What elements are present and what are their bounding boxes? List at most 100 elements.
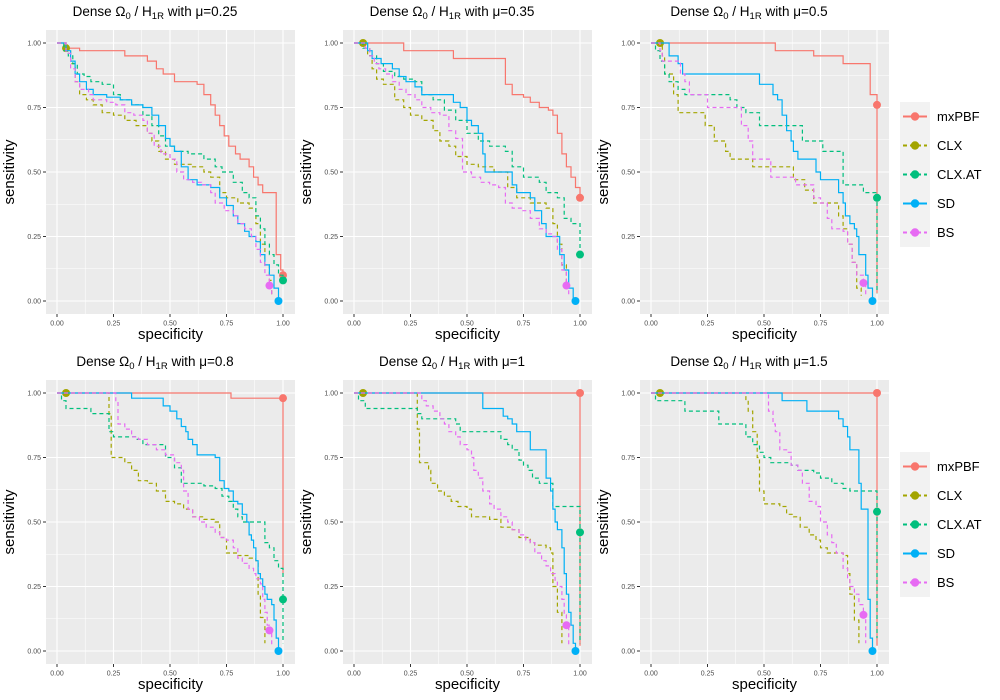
roc-marker-bs — [265, 626, 274, 635]
plot-area: 0.00 0.00 0.25 0.25 0.50 0.50 0.75 0.75 1.00 1.00… — [298, 30, 592, 343]
x-tick-label: 0.75 — [814, 671, 828, 678]
legend-entry-bs: BS — [900, 218, 1000, 247]
y-axis-label: sensitivity — [1, 489, 18, 555]
roc-curve-bs — [354, 392, 570, 646]
roc-marker-mxpbf — [279, 394, 287, 403]
roc-marker-sd — [571, 647, 580, 655]
roc-marker-clx-at — [279, 595, 287, 604]
y-tick-label: 0.00 — [324, 649, 338, 656]
roc-marker-sd — [571, 297, 580, 305]
legend-point-sample — [910, 228, 920, 237]
roc-marker-bs — [859, 610, 868, 619]
legend-key — [900, 102, 930, 131]
plot-area: 0.00 0.00 0.25 0.25 0.50 0.50 0.75 0.75 1.00 1.00… — [595, 30, 889, 343]
roc-panel: Dense Ω0 / H1R with μ=0.8 0.00 0.00 0.25 0.2… — [0, 350, 297, 700]
title-text: / H — [728, 4, 750, 19]
x-axis-label: specificity — [138, 676, 204, 693]
y-tick-label: 1.00 — [27, 391, 41, 398]
legend-key-glyph — [903, 170, 927, 179]
title-text: with μ=0.8 — [167, 354, 234, 369]
y-tick-label: 0.00 — [621, 649, 635, 656]
y-tick-label: 0.25 — [621, 584, 635, 591]
title-text: Dense Ω — [369, 4, 423, 19]
y-tick-label: 0.00 — [27, 649, 41, 656]
roc-curve-sd — [354, 42, 574, 301]
y-axis-label: sensitivity — [298, 489, 315, 555]
title-text: Dense Ω — [72, 4, 126, 19]
x-axis-label: specificity — [732, 676, 798, 693]
legend-entry-sd: SD — [900, 189, 1000, 218]
roc-curve-clx-at — [651, 42, 878, 294]
legend-key-glyph — [903, 549, 927, 558]
panel-title: Dense Ω0 / H1R with μ=1 — [327, 354, 577, 372]
title-subscript: 1R — [749, 11, 762, 22]
x-tick-label: 0.25 — [404, 321, 418, 328]
x-tick-label: 0.00 — [644, 671, 658, 678]
y-tick-label: 0.75 — [621, 455, 635, 462]
y-tick-label: 0.50 — [27, 170, 41, 177]
legend-key-glyph — [903, 462, 927, 471]
legend-label: BS — [937, 575, 955, 590]
roc-curve-sd — [651, 392, 874, 651]
x-tick-label: 0.25 — [701, 671, 715, 678]
legend-key — [900, 568, 930, 597]
legend-key-glyph — [903, 578, 927, 587]
title-subscript: 0 — [723, 11, 729, 22]
y-tick-label: 0.00 — [324, 299, 338, 306]
x-tick-label: 0.75 — [220, 321, 234, 328]
x-tick-label: 0.00 — [50, 321, 64, 328]
legend-key — [900, 481, 930, 510]
title-text: with μ=0.5 — [761, 4, 828, 19]
y-tick-label: 0.00 — [27, 299, 41, 306]
roc-marker-clx-at — [576, 528, 584, 537]
y-tick-label: 0.25 — [27, 234, 41, 241]
legend-label: SD — [937, 546, 956, 561]
roc-curve-bs — [57, 42, 273, 296]
roc-panel: Dense Ω0 / H1R with μ=0.5 0.00 0.00 0.25 0.2… — [594, 0, 891, 350]
panel-title: Dense Ω0 / H1R with μ=0.25 — [30, 4, 280, 22]
roc-marker-mxpbf — [873, 100, 881, 109]
roc-marker-mxpbf — [576, 193, 584, 202]
title-text: / H — [728, 354, 750, 369]
legend-key-glyph — [903, 141, 927, 150]
legend-entry-mxpbf: mxPBF — [900, 452, 1000, 481]
x-tick-label: 0.50 — [757, 671, 771, 678]
legend-key — [900, 160, 930, 189]
y-tick-label: 1.00 — [621, 391, 635, 398]
roc-panel: Dense Ω0 / H1R with μ=1 0.00 0.00 0.25 0.25 0… — [297, 350, 594, 700]
legend-key — [900, 131, 930, 160]
x-tick-label: 1.00 — [573, 321, 587, 328]
legend-point-sample — [910, 520, 920, 529]
roc-marker-bs — [265, 281, 274, 290]
title-subscript: 0 — [129, 361, 135, 372]
roc-marker-clx-at — [576, 250, 584, 259]
x-tick-label: 1.00 — [870, 671, 884, 678]
x-tick-label: 0.25 — [701, 321, 715, 328]
roc-curve-clx — [57, 392, 266, 644]
title-text: Dense Ω — [76, 354, 130, 369]
roc-marker-clx-at — [873, 507, 881, 516]
x-tick-label: 1.00 — [573, 671, 587, 678]
x-tick-label: 0.50 — [163, 321, 177, 328]
roc-panel: Dense Ω0 / H1R with μ=0.25 0.00 0.00 0.25 0.… — [0, 0, 297, 350]
y-tick-label: 0.75 — [324, 105, 338, 112]
legend-entry-mxpbf: mxPBF — [900, 102, 1000, 131]
title-text: / H — [134, 354, 156, 369]
legend-entry-clx: CLX — [900, 481, 1000, 510]
y-tick-label: 0.50 — [27, 520, 41, 527]
legend-entry-sd: SD — [900, 539, 1000, 568]
title-subscript: 0 — [723, 361, 729, 372]
x-tick-label: 1.00 — [870, 321, 884, 328]
plot-area: 0.00 0.00 0.25 0.25 0.50 0.50 0.75 0.75 1.00 1.00… — [595, 380, 889, 693]
roc-panel: Dense Ω0 / H1R with μ=0.35 0.00 0.00 0.25 0.… — [297, 0, 594, 350]
x-tick-label: 0.50 — [460, 671, 474, 678]
y-tick-label: 0.25 — [621, 234, 635, 241]
roc-curve-mxpbf — [651, 42, 878, 294]
roc-marker-clx-at — [873, 193, 881, 202]
roc-marker-bs — [562, 621, 571, 630]
plot-area: 0.00 0.00 0.25 0.25 0.50 0.50 0.75 0.75 1.00 1.00… — [1, 380, 295, 693]
title-text: / H — [130, 4, 152, 19]
legend-point-sample — [910, 462, 920, 471]
title-text: / H — [427, 4, 449, 19]
legend-key — [900, 218, 930, 247]
